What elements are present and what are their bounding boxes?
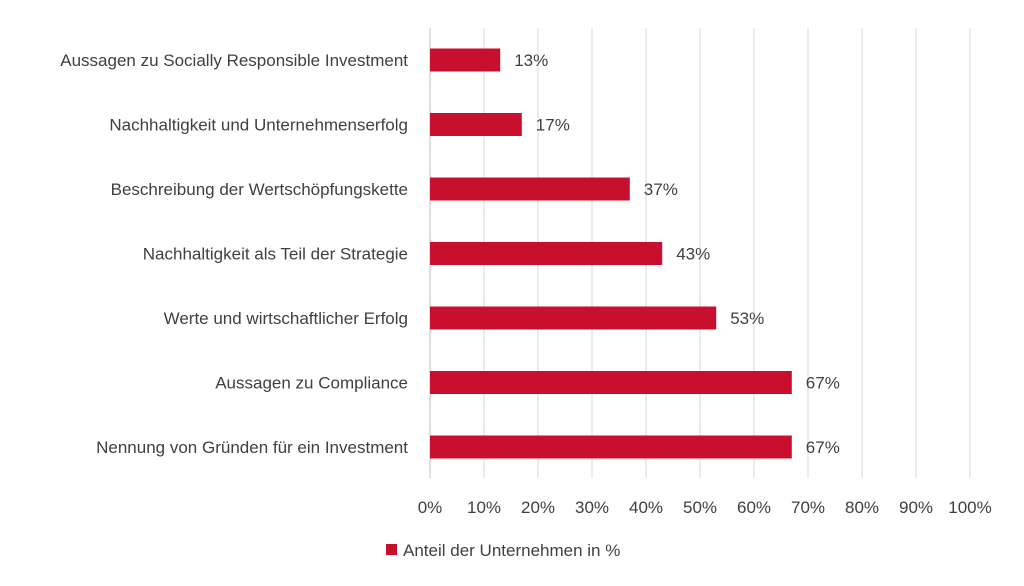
x-tick-label: 20% xyxy=(521,498,555,517)
legend: Anteil der Unternehmen in % xyxy=(386,541,620,560)
data-label: 53% xyxy=(730,309,764,328)
bar xyxy=(430,371,792,394)
legend-swatch xyxy=(386,544,397,555)
x-tick-labels: 0% 10% 20% 30% 40% 50% 60% 70% 80% 90% 100% xyxy=(418,498,992,517)
data-label: 13% xyxy=(514,51,548,70)
x-tick-label: 60% xyxy=(737,498,771,517)
data-label: 43% xyxy=(676,245,710,264)
bars xyxy=(430,48,792,459)
bar xyxy=(430,306,717,330)
x-tick-label: 30% xyxy=(575,498,609,517)
bar xyxy=(430,113,522,136)
category-labels: Aussagen zu Socially Responsible Investm… xyxy=(60,51,408,457)
data-label: 67% xyxy=(806,374,840,393)
x-tick-label: 50% xyxy=(683,498,717,517)
data-label: 17% xyxy=(536,116,570,135)
bar xyxy=(430,435,792,459)
legend-label: Anteil der Unternehmen in % xyxy=(403,541,620,560)
category-label: Nachhaltigkeit als Teil der Strategie xyxy=(143,245,408,264)
x-tick-label: 70% xyxy=(791,498,825,517)
category-label: Aussagen zu Socially Responsible Investm… xyxy=(60,51,408,70)
data-labels: 13% 17% 37% 43% 53% 67% 67% xyxy=(514,51,840,457)
category-label: Nennung von Gründen für ein Investment xyxy=(96,438,408,457)
x-tick-label: 0% xyxy=(418,498,443,517)
category-label: Aussagen zu Compliance xyxy=(215,374,408,393)
x-tick-label: 100% xyxy=(948,498,991,517)
bar xyxy=(430,177,630,201)
x-tick-label: 10% xyxy=(467,498,501,517)
bar xyxy=(430,48,501,72)
x-tick-label: 80% xyxy=(845,498,879,517)
category-label: Beschreibung der Wertschöpfungskette xyxy=(111,180,408,199)
bar xyxy=(430,242,663,265)
x-tick-label: 40% xyxy=(629,498,663,517)
data-label: 37% xyxy=(644,180,678,199)
data-label: 67% xyxy=(806,438,840,457)
category-label: Werte und wirtschaftlicher Erfolg xyxy=(164,309,408,328)
x-tick-label: 90% xyxy=(899,498,933,517)
category-label: Nachhaltigkeit und Unternehmenserfolg xyxy=(109,116,408,135)
